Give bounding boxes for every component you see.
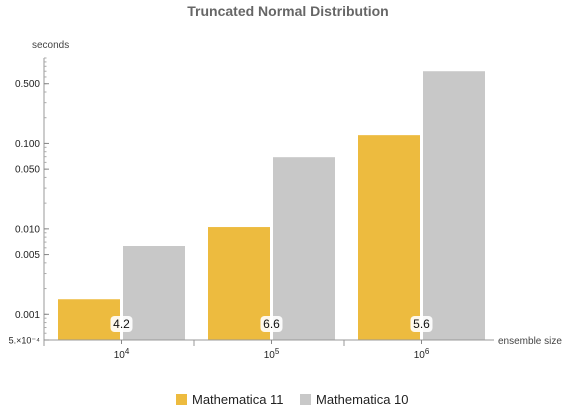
y-tick-label: 0.500: [15, 79, 40, 90]
legend: Mathematica 11 Mathematica 10: [176, 392, 409, 407]
bar: [273, 157, 335, 340]
annotation-box: [410, 316, 433, 332]
legend-swatch: [300, 394, 311, 405]
bar: [208, 227, 270, 340]
speedup-label: 6.6: [263, 317, 280, 331]
bar-annotations: 4.2 6.6 5.6: [110, 316, 433, 332]
x-axis-label: ensemble size: [498, 336, 562, 347]
bars: [58, 71, 485, 341]
bar: [58, 299, 120, 340]
y-tick-label: 0.100: [15, 139, 40, 150]
bar: [358, 135, 420, 340]
x-axis-ticks: 104 105 106: [43, 340, 430, 361]
legend-label: Mathematica 10: [316, 392, 409, 407]
legend-swatch: [176, 394, 187, 405]
x-tick-label: 105: [264, 347, 280, 361]
y-tick-label: 0.050: [15, 165, 40, 176]
chart-title: Truncated Normal Distribution: [187, 3, 388, 19]
y-axis-ticks: 5.×10⁻⁴ 0.001 0.005 0.010 0.050 0.100 0.500: [9, 57, 49, 346]
y-tick-label: 0.001: [15, 310, 40, 321]
bar: [123, 245, 185, 340]
y-tick-label: 0.005: [15, 250, 40, 261]
y-tick-label: 5.×10⁻⁴: [9, 336, 41, 346]
annotation-box: [110, 316, 133, 332]
y-tick-label: 0.010: [15, 224, 40, 235]
bar: [423, 71, 485, 341]
legend-label: Mathematica 11: [192, 392, 284, 407]
x-tick-label: 106: [414, 347, 430, 361]
x-tick-label: 104: [114, 347, 130, 361]
speedup-label: 5.6: [413, 317, 430, 331]
y-axis-label: seconds: [32, 40, 69, 51]
speedup-label: 4.2: [113, 317, 130, 331]
annotation-box: [260, 316, 283, 332]
